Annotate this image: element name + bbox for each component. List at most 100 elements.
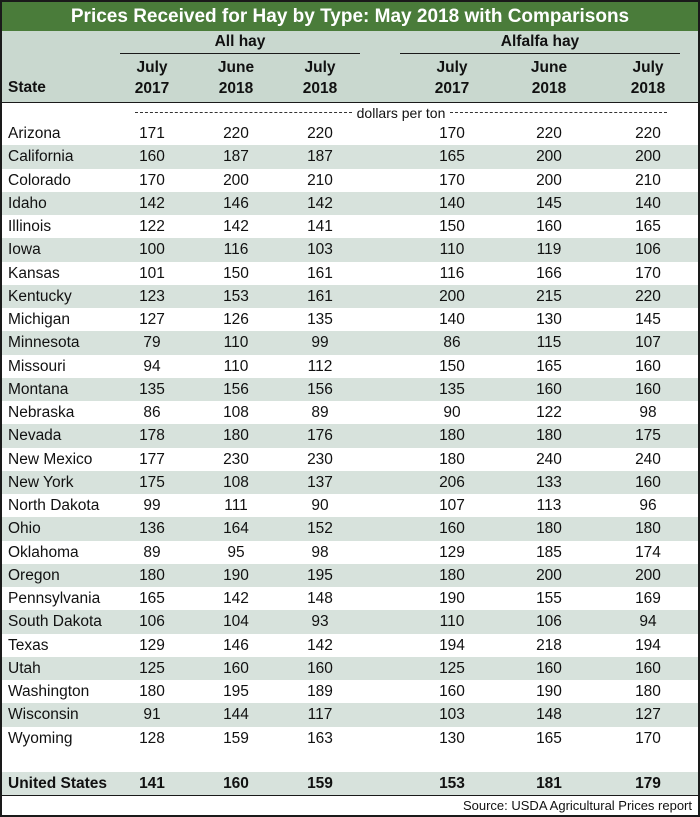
table-row: Michigan 127 126 135 140 130 145 (2, 308, 698, 331)
table-row: Texas 129 146 142 194 218 194 (2, 634, 698, 657)
price-cell: 160 (536, 380, 562, 398)
price-cell: 200 (223, 171, 249, 189)
price-cell: 160 (635, 473, 661, 491)
table-row: Montana 135 156 156 135 160 160 (2, 377, 698, 401)
price-cell: 195 (307, 566, 333, 584)
price-cell: 206 (439, 473, 465, 491)
table-title: Prices Received for Hay by Type: May 201… (2, 2, 698, 31)
price-cell: 200 (536, 171, 562, 189)
state-name: Oklahoma (8, 543, 79, 561)
state-name: Wisconsin (8, 706, 79, 724)
price-cell: 194 (439, 636, 465, 654)
price-cell: 187 (223, 148, 249, 166)
price-cell: 122 (139, 218, 165, 235)
price-cell: 95 (227, 543, 245, 561)
group-alfalfa-hay-rule (400, 53, 680, 54)
table-row: Kansas 101 150 161 116 166 170 (2, 262, 698, 285)
price-cell: 145 (536, 194, 562, 212)
state-name: Ohio (8, 520, 41, 538)
price-cell: 135 (307, 311, 333, 328)
state-name: Nebraska (8, 404, 75, 421)
price-cell: 89 (311, 404, 329, 421)
price-cell: 163 (307, 729, 333, 747)
price-cell: 200 (635, 566, 661, 584)
price-cell: 156 (223, 380, 249, 398)
price-cell: 104 (223, 613, 249, 631)
state-name: Wyoming (8, 729, 73, 747)
price-cell: 146 (223, 636, 249, 654)
table-row: California 160 187 187 165 200 200 (2, 145, 698, 169)
price-cell: 190 (439, 590, 465, 607)
price-cell: 180 (439, 427, 465, 445)
table-body: Arizona 171 220 220 170 220 220 California 160 18… (2, 122, 698, 750)
col-header: June 2018 (217, 59, 255, 97)
table-row: Wyoming 128 159 163 130 165 170 (2, 727, 698, 750)
total-row: United States 141 160 159 153 181 179 (2, 772, 698, 795)
price-cell: 115 (536, 334, 562, 352)
price-cell: 210 (307, 171, 333, 189)
price-cell: 174 (635, 543, 661, 561)
group-all-hay: All hay (214, 33, 266, 50)
price-cell: 111 (224, 497, 248, 514)
total-value: 179 (635, 775, 661, 792)
total-value: 153 (439, 775, 465, 792)
total-value: 141 (139, 775, 165, 792)
price-cell: 189 (307, 683, 333, 700)
price-cell: 140 (439, 194, 465, 212)
price-cell: 240 (536, 450, 562, 468)
price-cell: 165 (139, 590, 165, 607)
price-cell: 100 (139, 241, 165, 259)
price-cell: 140 (635, 194, 661, 212)
state-name: Kentucky (8, 287, 72, 305)
price-cell: 200 (439, 287, 465, 305)
price-cell: 194 (635, 636, 661, 654)
state-name: Idaho (8, 194, 47, 212)
state-name: Kansas (8, 264, 60, 282)
price-cell: 112 (307, 357, 333, 375)
price-cell: 91 (143, 706, 161, 724)
state-name: Colorado (8, 171, 71, 189)
state-name: Arizona (8, 125, 61, 142)
price-cell: 177 (139, 450, 165, 468)
price-cell: 171 (139, 125, 165, 142)
price-cell: 98 (311, 543, 329, 561)
state-name: Texas (8, 636, 49, 654)
price-cell: 117 (307, 706, 333, 724)
price-cell: 99 (143, 497, 161, 514)
blank-row (2, 749, 698, 772)
price-cell: 180 (139, 566, 165, 584)
price-cell: 176 (307, 427, 333, 445)
price-cell: 164 (223, 520, 249, 538)
state-name: New York (8, 473, 74, 491)
price-cell: 128 (139, 729, 165, 747)
price-cell: 160 (223, 659, 249, 677)
price-cell: 220 (307, 125, 333, 142)
price-cell: 180 (223, 427, 249, 445)
price-cell: 190 (536, 683, 562, 700)
price-cell: 110 (439, 613, 465, 631)
price-cell: 187 (307, 148, 333, 166)
table-row: Wisconsin 91 144 117 103 148 127 (2, 703, 698, 727)
price-cell: 133 (536, 473, 562, 491)
state-name: New Mexico (8, 450, 93, 468)
units-label: dollars per ton (356, 104, 446, 121)
table-row: Iowa 100 116 103 110 119 106 (2, 238, 698, 262)
total-value: 160 (223, 775, 249, 792)
price-cell: 190 (223, 566, 249, 584)
price-cell: 103 (439, 706, 465, 724)
price-cell: 110 (223, 334, 249, 352)
price-cell: 106 (536, 613, 562, 631)
table-row: New Mexico 177 230 230 180 240 240 (2, 448, 698, 471)
price-cell: 108 (223, 473, 249, 491)
state-name: Washington (8, 683, 90, 700)
price-cell: 160 (139, 148, 165, 166)
price-cell: 145 (635, 311, 661, 328)
price-cell: 86 (443, 334, 461, 352)
price-cell: 93 (311, 613, 329, 631)
price-cell: 200 (536, 566, 562, 584)
price-cell: 129 (139, 636, 165, 654)
price-cell: 180 (139, 683, 165, 700)
price-cell: 240 (635, 450, 661, 468)
state-name: North Dakota (8, 497, 100, 514)
price-cell: 200 (635, 148, 661, 166)
